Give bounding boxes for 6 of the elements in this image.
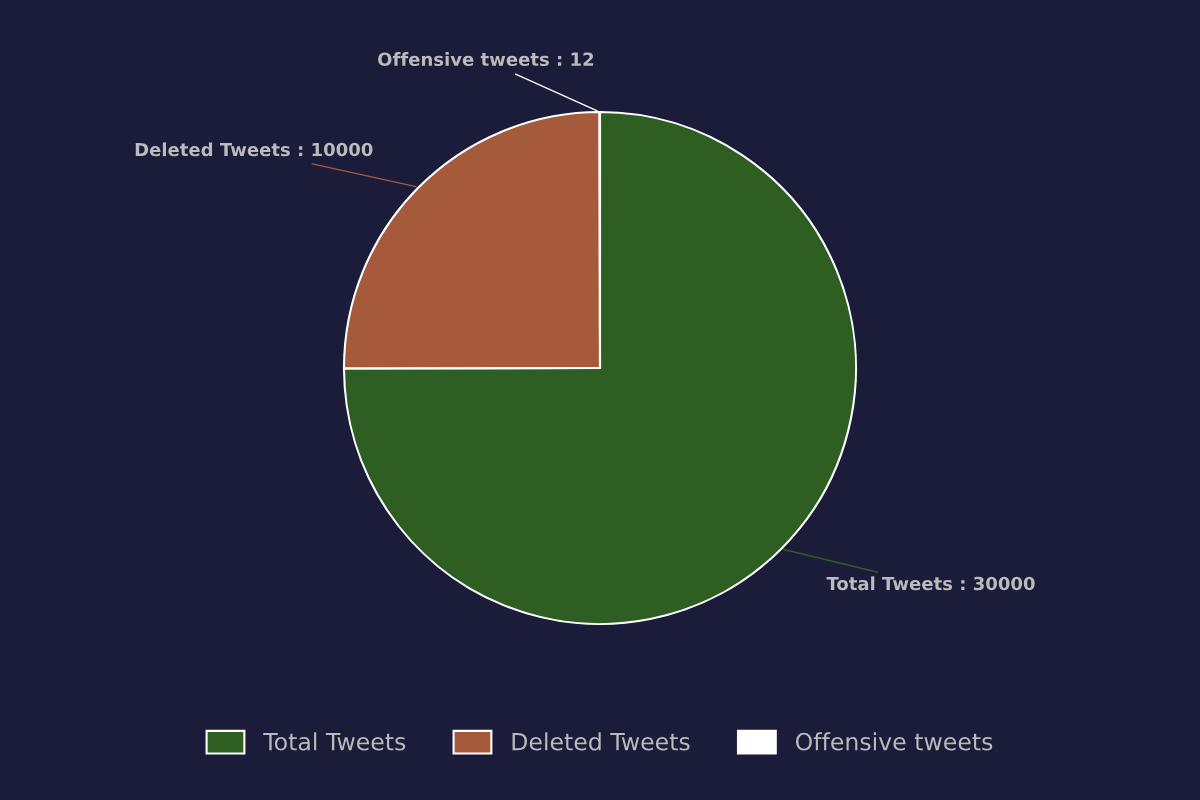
data-label: Offensive tweets : 12 (378, 52, 594, 67)
legend-label: Total Tweets (263, 732, 406, 751)
data-label: Deleted Tweets : 10000 (135, 142, 373, 157)
legend-label: Offensive tweets (795, 732, 993, 751)
data-label: Total Tweets : 30000 (826, 576, 1035, 591)
legend-label: Deleted Tweets (512, 732, 690, 751)
